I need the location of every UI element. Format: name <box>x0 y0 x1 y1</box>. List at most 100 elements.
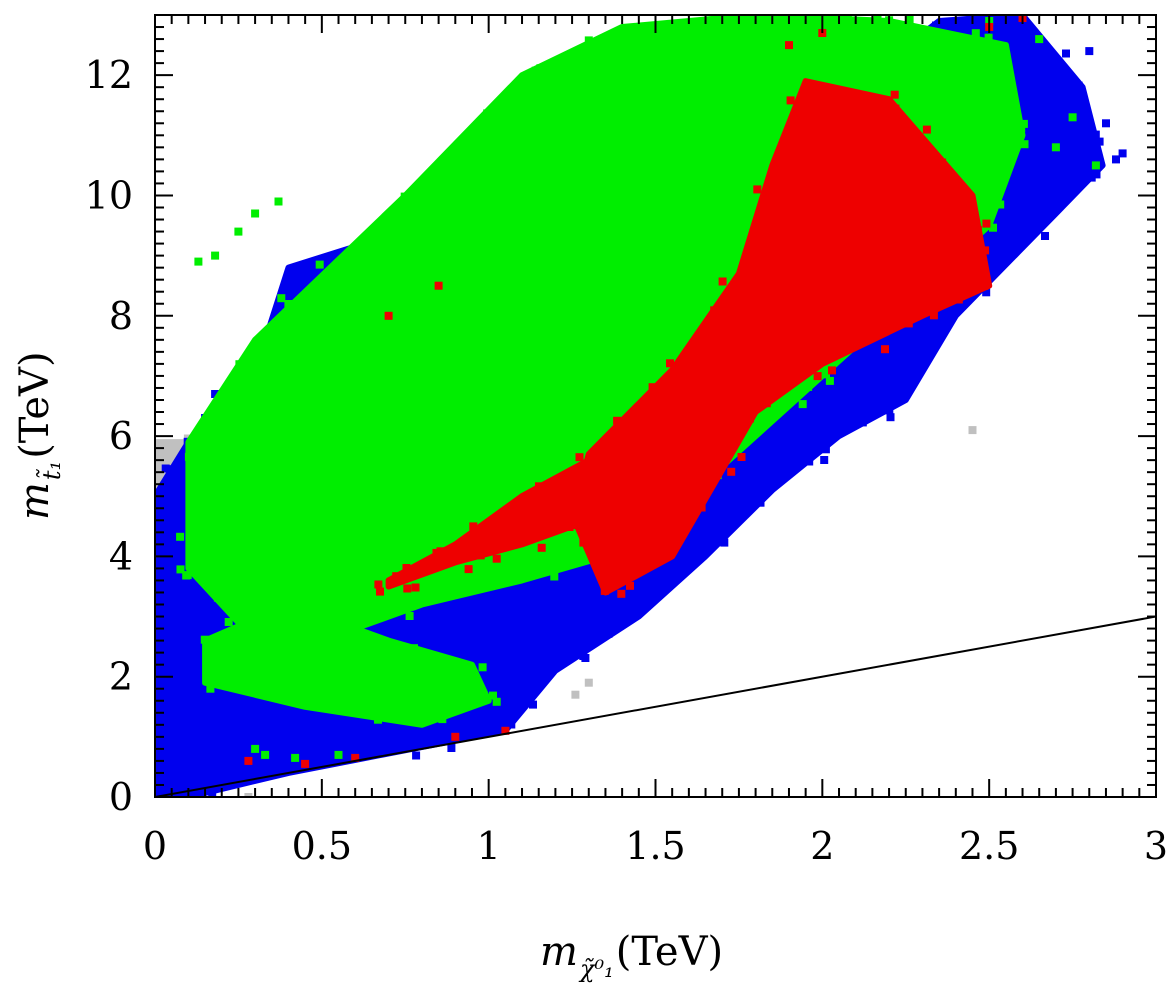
series-green-speckle <box>206 684 215 693</box>
series-red-speckle <box>753 185 762 194</box>
series-blue-speckle <box>1087 173 1096 182</box>
series-green-speckle <box>176 532 185 541</box>
series-green-speckle <box>993 52 1002 60</box>
series-blue-speckle <box>858 418 867 427</box>
y-axis-subscript: t̃₁ <box>35 461 66 480</box>
series-red-speckle <box>880 101 889 110</box>
series-red-speckle <box>954 295 963 304</box>
series-green-speckle <box>843 15 852 24</box>
series-red-speckle <box>648 383 657 392</box>
series-gray-point-4 <box>584 678 593 687</box>
series-blue-speckle <box>1091 130 1100 139</box>
series-green-speckle <box>266 596 275 605</box>
series-red-speckle <box>737 453 746 461</box>
x-tick-label: 2.5 <box>959 824 1019 868</box>
series-red-speckle <box>891 104 900 113</box>
series-red <box>244 15 1027 768</box>
series-red-speckle <box>718 277 727 286</box>
series-green-speckle <box>757 17 765 26</box>
series-blue-point-0 <box>1112 155 1120 164</box>
series-red-point-8 <box>351 753 360 762</box>
series-green-point-13 <box>334 750 343 759</box>
series-blue-speckle <box>886 413 895 422</box>
y-tick-label: 8 <box>109 294 133 338</box>
series-green-speckle <box>368 643 377 651</box>
series-green-speckle <box>996 200 1005 209</box>
series-green-speckle <box>290 596 299 605</box>
series-green-speckle <box>804 382 813 391</box>
series-green-speckle <box>176 565 185 574</box>
series-red-speckle <box>563 520 572 529</box>
series-green-speckle <box>971 29 980 38</box>
series-red-speckle <box>581 503 590 512</box>
series-green-point-1 <box>211 251 220 260</box>
series-red-speckle <box>881 345 889 354</box>
series-green-speckle <box>462 133 471 141</box>
series-green-speckle <box>371 705 380 714</box>
y-axis-symbol: m <box>12 482 58 520</box>
x-axis-subscript: χ̃⁰₁ <box>578 955 614 983</box>
series-red-point-10 <box>501 726 510 735</box>
y-tick-label: 2 <box>109 655 133 699</box>
x-axis-unit: (TeV) <box>616 929 723 975</box>
series-blue-speckle <box>157 802 165 810</box>
series-red-speckle <box>464 565 473 574</box>
series-blue-speckle <box>1092 170 1101 179</box>
x-tick-label: 0.5 <box>292 824 352 868</box>
series-green-speckle <box>213 593 222 602</box>
series-blue-speckle <box>821 445 830 454</box>
series-red-speckle <box>727 467 736 476</box>
series-green-speckle <box>492 697 501 706</box>
series-green-point-2 <box>234 227 243 236</box>
series-blue-speckle <box>1041 232 1049 240</box>
series-blue-speckle <box>1013 15 1022 20</box>
series-green-speckle <box>204 574 213 583</box>
series-green-speckle <box>1019 119 1028 128</box>
series-blue-speckle <box>639 590 648 599</box>
series-blue-speckle <box>182 798 190 806</box>
series-red-speckle <box>745 414 754 423</box>
x-tick-label: 1 <box>477 824 501 868</box>
series-red-speckle <box>973 226 982 235</box>
series-green-speckle <box>246 359 255 368</box>
series-red-speckle <box>535 482 543 491</box>
series-green-point-11 <box>261 750 270 759</box>
series-gray-speckle <box>147 563 155 571</box>
series-red-speckle <box>573 521 582 530</box>
series-green-speckle <box>798 400 807 409</box>
series-red-speckle <box>890 90 899 99</box>
series-red-speckle <box>938 158 947 167</box>
series-green-speckle <box>429 651 438 660</box>
series-blue-speckle <box>805 457 814 466</box>
series-red-speckle <box>783 138 792 147</box>
series-green-speckle <box>200 635 209 644</box>
series-red-speckle <box>624 573 632 582</box>
series-blue-speckle <box>720 538 729 547</box>
series-red-speckle <box>476 551 485 560</box>
series-blue-speckle <box>667 579 676 588</box>
series-red-point-7 <box>301 759 310 768</box>
series-red-speckle <box>613 416 622 425</box>
series-gray-point-3 <box>571 690 580 699</box>
series-red-point-6 <box>244 756 253 765</box>
series-red-speckle <box>762 399 771 408</box>
series-green-point-6 <box>1091 161 1100 170</box>
y-axis-unit: (TeV) <box>12 351 58 458</box>
series-blue-point-3 <box>1068 83 1077 92</box>
series-blue-speckle <box>1074 81 1083 90</box>
series-blue-speckle <box>923 343 932 352</box>
series-blue-speckle <box>226 780 235 789</box>
series-green-speckle <box>484 582 493 591</box>
series-blue-point-4 <box>1118 149 1127 158</box>
series-green-speckle <box>478 663 487 672</box>
series-red-speckle <box>432 548 441 557</box>
series-green-speckle <box>984 33 993 42</box>
series-green-speckle <box>399 646 408 655</box>
series-blue-speckle <box>502 709 510 718</box>
axes-layer: 0 0.5 1 1.5 2 2.5 3 0 2 4 6 8 10 12 <box>85 14 1168 868</box>
series-green-speckle <box>483 109 492 118</box>
series-green-speckle <box>905 15 914 24</box>
series-blue-speckle <box>1095 137 1104 146</box>
series-green-speckle <box>437 704 445 713</box>
